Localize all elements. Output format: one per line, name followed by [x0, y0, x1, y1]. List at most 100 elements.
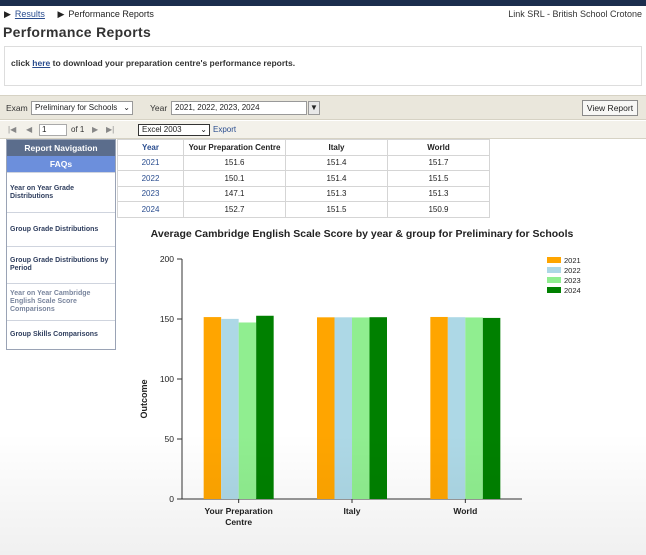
bar-2021-0 — [203, 317, 222, 499]
year-select-value: 2021, 2022, 2023, 2024 — [175, 103, 260, 112]
year-dropdown-button[interactable]: ▼ — [308, 101, 320, 115]
world-cell: 151.7 — [387, 154, 490, 171]
view-report-button[interactable]: View Report — [582, 100, 638, 116]
year-select[interactable]: 2021, 2022, 2023, 2024 — [171, 101, 307, 115]
chevron-down-icon: ⌄ — [200, 125, 207, 134]
breadcrumb: ▶ Results ▶ Performance Reports Link SRL -… — [0, 6, 646, 22]
legend-label: 2022 — [564, 266, 581, 275]
italy-cell: 151.4 — [285, 154, 388, 171]
bar-2023-0 — [238, 322, 257, 499]
legend-label: 2024 — [564, 286, 581, 295]
download-panel: click here to download your preparation … — [4, 46, 642, 86]
y-tick-label: 150 — [160, 314, 174, 324]
download-prefix: click — [11, 58, 30, 68]
bar-2024-2 — [482, 317, 501, 499]
report-navigation: Report Navigation FAQs Year on Year Grad… — [6, 139, 116, 350]
year-label: Year — [150, 103, 168, 113]
breadcrumb-arrow-icon: ▶ — [4, 9, 11, 19]
legend-swatch — [547, 257, 561, 263]
centre-name: Link SRL - British School Crotone — [508, 9, 642, 19]
centre-cell: 147.1 — [183, 185, 286, 202]
y-tick-label: 200 — [160, 254, 174, 264]
world-cell: 150.9 — [387, 201, 490, 218]
y-tick-label: 0 — [169, 494, 174, 504]
scores-table: Year Your Preparation Centre Italy World… — [117, 139, 490, 218]
legend-label: 2021 — [564, 256, 581, 265]
nav-item-scale-score-comparisons[interactable]: Year on Year Cambridge English Scale Sco… — [7, 283, 115, 320]
nav-item-group-grade[interactable]: Group Grade Distributions — [7, 212, 115, 246]
x-tick-label: World — [453, 506, 477, 516]
table-row: 2023 147.1 151.3 151.3 — [117, 185, 490, 202]
world-cell: 151.5 — [387, 170, 490, 187]
bar-2024-1 — [369, 317, 387, 499]
centre-cell: 150.1 — [183, 170, 286, 187]
chevron-down-icon: ▼ — [310, 103, 318, 112]
legend-swatch — [547, 287, 561, 293]
nav-item-group-grade-period[interactable]: Group Grade Distributions by Period — [7, 246, 115, 283]
table-row: 2022 150.1 151.4 151.5 — [117, 170, 490, 187]
column-header: Italy — [285, 139, 388, 156]
report-navigation-header: Report Navigation — [7, 140, 115, 156]
nav-item-year-on-year-grade[interactable]: Year on Year Grade Distributions — [7, 172, 115, 212]
chevron-down-icon: ⌄ — [123, 103, 130, 112]
bar-chart: Average Cambridge English Scale Score by… — [139, 228, 581, 527]
chart-title: Average Cambridge English Scale Score by… — [151, 228, 574, 240]
breadcrumb-current: Performance Reports — [68, 9, 154, 19]
faqs-link[interactable]: FAQs — [7, 156, 115, 172]
nav-item-group-skills[interactable]: Group Skills Comparisons — [7, 320, 115, 349]
legend-swatch — [547, 277, 561, 283]
report-toolbar: |◀ ◀ 1 of 1 ▶ ▶| Excel 2003 ⌄ Export — [0, 121, 646, 139]
breadcrumb-arrow-icon: ▶ — [57, 9, 65, 19]
previous-page-icon[interactable]: ◀ — [26, 125, 33, 134]
legend-swatch — [547, 267, 561, 273]
page-number-input[interactable]: 1 — [39, 124, 67, 136]
export-link[interactable]: Export — [213, 125, 237, 134]
export-format-value: Excel 2003 — [142, 125, 182, 134]
filter-bar: Exam Preliminary for Schools ⌄ Year 2021… — [0, 95, 646, 120]
column-header: World — [387, 139, 490, 156]
bar-2022-0 — [221, 318, 239, 499]
download-suffix: to download your preparation centre's pe… — [52, 58, 296, 68]
top-banner-strip — [0, 0, 646, 6]
world-cell: 151.3 — [387, 185, 490, 202]
italy-cell: 151.5 — [285, 201, 388, 218]
column-header: Year — [117, 139, 184, 156]
bar-2021-2 — [430, 316, 448, 499]
column-header: Your Preparation Centre — [183, 139, 286, 156]
exam-select-value: Preliminary for Schools — [35, 103, 118, 112]
table-header-row: Year Your Preparation Centre Italy World — [117, 139, 490, 156]
y-tick-label: 100 — [160, 374, 174, 384]
bar-2022-2 — [447, 317, 466, 499]
italy-cell: 151.4 — [285, 170, 388, 187]
y-axis-label: Outcome — [139, 379, 149, 418]
italy-cell: 151.3 — [285, 185, 388, 202]
bar-2023-1 — [352, 317, 370, 499]
x-tick-label: Your Preparation — [205, 506, 273, 516]
year-cell: 2023 — [117, 185, 184, 202]
page-count: of 1 — [71, 125, 85, 134]
x-tick-label: Italy — [343, 506, 360, 516]
page-title: Performance Reports — [3, 24, 152, 40]
first-page-icon[interactable]: |◀ — [8, 125, 17, 134]
year-cell: 2021 — [117, 154, 184, 171]
download-here-link[interactable]: here — [32, 58, 51, 68]
bar-2021-1 — [317, 317, 335, 499]
legend-label: 2023 — [564, 276, 581, 285]
next-page-icon[interactable]: ▶ — [92, 125, 99, 134]
year-cell: 2024 — [117, 201, 184, 218]
exam-select[interactable]: Preliminary for Schools ⌄ — [31, 101, 133, 115]
y-tick-label: 50 — [165, 434, 175, 444]
breadcrumb-results-link[interactable]: Results — [14, 9, 45, 19]
exam-label: Exam — [6, 103, 28, 113]
table-row: 2021 151.6 151.4 151.7 — [117, 154, 490, 171]
centre-cell: 151.6 — [183, 154, 286, 171]
chart-panel: Average Cambridge English Scale Score by… — [117, 221, 607, 543]
last-page-icon[interactable]: ▶| — [106, 125, 115, 134]
centre-cell: 152.7 — [183, 201, 286, 218]
year-cell: 2022 — [117, 170, 184, 187]
bar-2023-2 — [465, 317, 483, 499]
table-row: 2024 152.7 151.5 150.9 — [117, 201, 490, 218]
bar-2022-1 — [334, 317, 352, 499]
bar-2024-0 — [256, 315, 274, 499]
export-format-select[interactable]: Excel 2003 ⌄ — [138, 124, 210, 136]
